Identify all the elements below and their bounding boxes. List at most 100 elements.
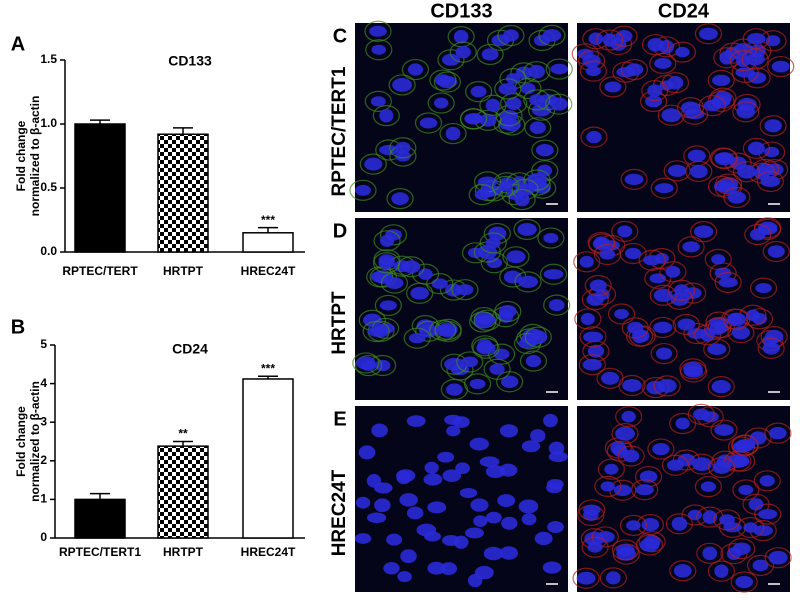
error-bar <box>173 127 193 135</box>
nucleus <box>546 482 563 494</box>
nucleus <box>665 265 681 278</box>
membrane <box>578 499 606 521</box>
membrane <box>647 438 675 460</box>
membrane <box>414 112 443 134</box>
nucleus <box>680 101 701 114</box>
nucleus <box>497 494 516 507</box>
membrane <box>584 274 612 297</box>
nucleus <box>700 481 716 492</box>
nucleus <box>714 424 734 436</box>
nucleus <box>728 454 748 468</box>
nucleus <box>434 97 449 109</box>
nucleus <box>702 546 718 561</box>
nucleus <box>714 564 729 578</box>
membrane <box>704 248 732 270</box>
nucleus <box>576 571 596 585</box>
nucleus <box>431 278 448 289</box>
nucleus <box>499 546 518 560</box>
nucleus <box>653 288 673 302</box>
membrane <box>724 450 752 472</box>
nucleus <box>374 498 391 513</box>
nucleus <box>371 423 388 438</box>
nucleus <box>699 27 718 40</box>
nucleus <box>474 189 490 200</box>
nucleus <box>601 371 620 385</box>
nucleus <box>459 487 478 498</box>
membrane <box>364 20 392 42</box>
nucleus <box>397 571 412 583</box>
column-header: CD24 <box>658 0 710 22</box>
membrane <box>497 24 525 47</box>
nucleus <box>423 473 443 486</box>
significance: *** <box>261 213 275 227</box>
row-label: RPTEC/TERT1 <box>329 66 350 196</box>
nucleus <box>470 85 487 98</box>
membrane <box>359 153 387 175</box>
membrane <box>707 69 735 91</box>
membrane <box>364 90 392 112</box>
nucleus <box>478 315 496 326</box>
nucleus <box>673 564 692 578</box>
nucleus <box>434 74 452 86</box>
nucleus <box>537 164 553 177</box>
nucleus <box>379 144 399 156</box>
membrane <box>621 317 649 339</box>
membrane <box>730 571 758 593</box>
nucleus <box>727 312 747 327</box>
nucleus <box>654 57 672 69</box>
nucleus <box>711 380 731 394</box>
nucleus <box>769 427 787 440</box>
nucleus <box>718 182 738 194</box>
bar <box>242 232 294 253</box>
nucleus <box>373 482 393 494</box>
membrane <box>709 87 737 109</box>
nucleus <box>624 247 642 260</box>
membrane <box>596 367 624 389</box>
nucleus <box>758 509 778 520</box>
membrane <box>449 41 477 63</box>
nucleus <box>481 48 499 61</box>
nucleus <box>517 222 537 236</box>
nucleus <box>483 546 504 561</box>
nucleus <box>442 53 460 66</box>
nucleus <box>622 449 640 463</box>
membrane <box>668 279 696 301</box>
nucleus <box>385 277 404 289</box>
nucleus <box>731 326 750 340</box>
nucleus <box>427 501 447 514</box>
nucleus <box>366 512 387 523</box>
membrane <box>703 338 731 360</box>
nucleus <box>501 516 518 530</box>
nucleus <box>604 81 622 93</box>
nucleus <box>383 562 400 575</box>
nucleus <box>503 29 519 42</box>
nucleus <box>406 506 424 520</box>
nucleus <box>464 112 483 125</box>
nucleus <box>755 283 772 294</box>
nucleus <box>364 157 383 171</box>
membrane <box>707 456 736 479</box>
membrane <box>710 419 738 441</box>
nucleus <box>674 284 690 297</box>
panel-letter: B <box>11 316 25 338</box>
nucleus <box>437 451 455 463</box>
nucleus <box>683 362 703 376</box>
membrane <box>650 342 678 365</box>
nucleus <box>639 470 658 483</box>
membrane <box>665 513 694 535</box>
y-tick-label: 0 <box>40 530 47 544</box>
nucleus <box>668 164 687 177</box>
membrane <box>756 170 784 193</box>
membrane <box>694 324 722 346</box>
membrane <box>514 271 542 293</box>
x-tick-label: RPTEC/TERT <box>62 264 138 278</box>
nucleus <box>498 181 513 192</box>
bar <box>157 133 209 253</box>
membrane <box>572 567 600 589</box>
error-bar <box>258 226 278 233</box>
nucleus <box>456 284 474 296</box>
membrane <box>746 554 775 577</box>
membrane <box>679 358 707 380</box>
membrane <box>661 454 689 476</box>
